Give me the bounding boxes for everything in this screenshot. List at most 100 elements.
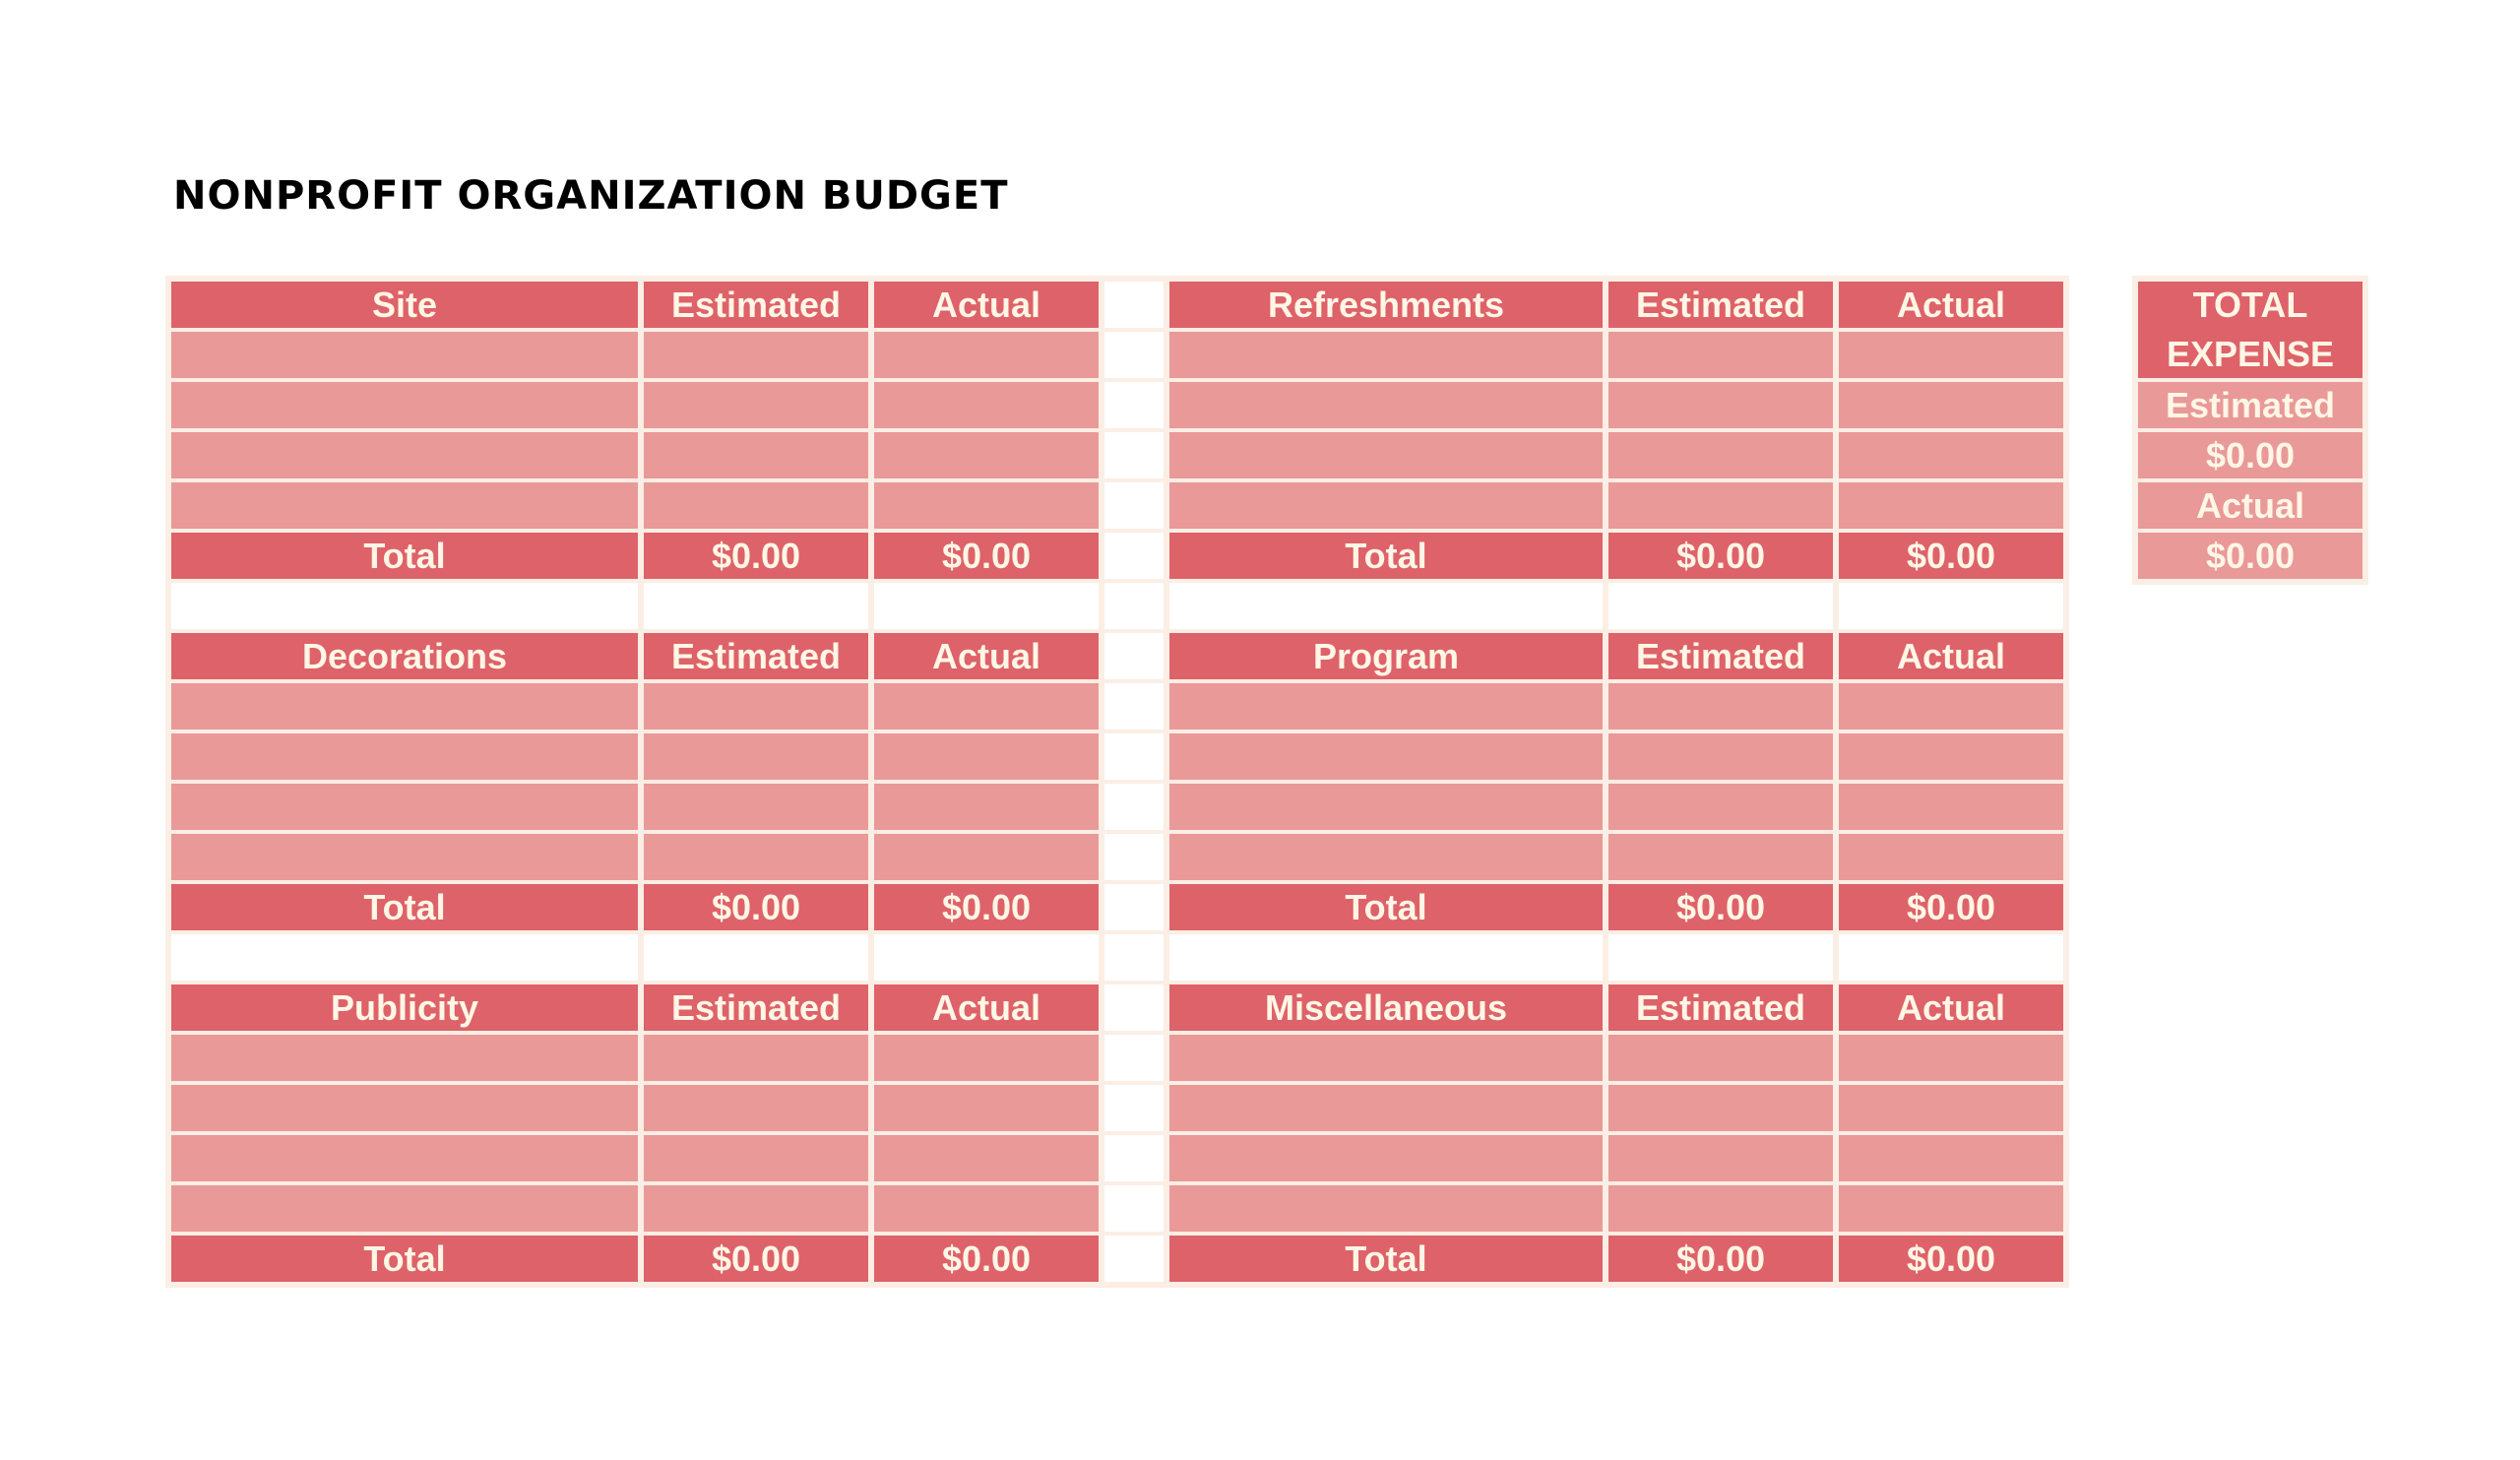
estimated-cell[interactable]	[1608, 432, 1833, 478]
item-cell[interactable]	[171, 1135, 638, 1181]
total-actual-value: $0.00	[874, 884, 1099, 930]
separator-cell	[1104, 382, 1164, 428]
item-cell[interactable]	[171, 733, 638, 780]
estimated-cell[interactable]	[644, 482, 868, 529]
item-cell[interactable]	[171, 432, 638, 478]
estimated-cell[interactable]	[1608, 834, 1833, 880]
actual-cell[interactable]	[874, 1185, 1099, 1232]
separator-cell	[1104, 282, 1164, 328]
estimated-cell[interactable]	[644, 432, 868, 478]
item-cell[interactable]	[1169, 432, 1603, 478]
actual-cell[interactable]	[874, 834, 1099, 880]
estimated-cell[interactable]	[1608, 332, 1833, 378]
actual-cell[interactable]	[1839, 432, 2063, 478]
actual-cell[interactable]	[874, 482, 1099, 529]
item-cell[interactable]	[1169, 382, 1603, 428]
total-actual-value: $0.00	[1839, 533, 2063, 579]
actual-cell[interactable]	[874, 733, 1099, 780]
estimated-cell[interactable]	[1608, 1135, 1833, 1181]
estimated-header: Estimated	[644, 633, 868, 679]
item-cell[interactable]	[1169, 1135, 1603, 1181]
item-cell[interactable]	[171, 482, 638, 529]
estimated-cell[interactable]	[644, 332, 868, 378]
actual-cell[interactable]	[1839, 733, 2063, 780]
category-header-refreshments: Refreshments	[1169, 282, 1603, 328]
item-cell[interactable]	[1169, 1035, 1603, 1081]
item-cell[interactable]	[1169, 482, 1603, 529]
separator-cell	[1104, 432, 1164, 478]
spacer-cell	[644, 583, 868, 629]
estimated-cell[interactable]	[1608, 683, 1833, 730]
estimated-cell[interactable]	[1608, 482, 1833, 529]
total-expense-title-line2: EXPENSE	[2166, 334, 2335, 374]
item-cell[interactable]	[1169, 834, 1603, 880]
item-cell[interactable]	[171, 382, 638, 428]
spacer-cell	[1104, 934, 1164, 981]
total-label: Total	[1169, 533, 1603, 579]
estimated-cell[interactable]	[644, 1085, 868, 1131]
item-cell[interactable]	[171, 683, 638, 730]
category-header-site: Site	[171, 282, 638, 328]
actual-cell[interactable]	[874, 683, 1099, 730]
estimated-cell[interactable]	[644, 1185, 868, 1232]
spacer-cell	[1104, 583, 1164, 629]
item-cell[interactable]	[1169, 784, 1603, 830]
item-cell[interactable]	[171, 332, 638, 378]
actual-cell[interactable]	[874, 432, 1099, 478]
item-cell[interactable]	[1169, 1185, 1603, 1232]
actual-cell[interactable]	[1839, 1135, 2063, 1181]
item-cell[interactable]	[1169, 683, 1603, 730]
actual-cell[interactable]	[874, 1085, 1099, 1131]
item-cell[interactable]	[1169, 733, 1603, 780]
actual-cell[interactable]	[1839, 482, 2063, 529]
estimated-cell[interactable]	[1608, 1035, 1833, 1081]
separator-cell	[1104, 482, 1164, 529]
estimated-cell[interactable]	[644, 382, 868, 428]
actual-cell[interactable]	[1839, 683, 2063, 730]
actual-cell[interactable]	[874, 382, 1099, 428]
estimated-cell[interactable]	[1608, 733, 1833, 780]
estimated-cell[interactable]	[644, 1135, 868, 1181]
spacer-cell	[644, 934, 868, 981]
actual-header: Actual	[1839, 633, 2063, 679]
actual-cell[interactable]	[1839, 1085, 2063, 1131]
separator-cell	[1104, 733, 1164, 780]
item-cell[interactable]	[171, 784, 638, 830]
total-actual-value: $0.00	[1839, 884, 2063, 930]
item-cell[interactable]	[171, 1035, 638, 1081]
estimated-cell[interactable]	[644, 683, 868, 730]
estimated-cell[interactable]	[644, 1035, 868, 1081]
item-cell[interactable]	[171, 834, 638, 880]
estimated-cell[interactable]	[644, 834, 868, 880]
actual-cell[interactable]	[874, 1135, 1099, 1181]
total-actual-value: $0.00	[874, 533, 1099, 579]
estimated-cell[interactable]	[1608, 382, 1833, 428]
estimated-cell[interactable]	[644, 784, 868, 830]
item-cell[interactable]	[1169, 1085, 1603, 1131]
actual-cell[interactable]	[1839, 332, 2063, 378]
estimated-header: Estimated	[1608, 984, 1833, 1031]
separator-cell	[1104, 784, 1164, 830]
actual-cell[interactable]	[1839, 834, 2063, 880]
spacer-cell	[1169, 583, 1603, 629]
item-cell[interactable]	[1169, 332, 1603, 378]
actual-cell[interactable]	[1839, 1185, 2063, 1232]
actual-cell[interactable]	[1839, 784, 2063, 830]
spacer-cell	[1839, 934, 2063, 981]
spacer-cell	[1169, 934, 1603, 981]
summary-actual-label: Actual	[2138, 482, 2362, 529]
actual-header: Actual	[874, 633, 1099, 679]
actual-cell[interactable]	[874, 1035, 1099, 1081]
total-label: Total	[171, 533, 638, 579]
item-cell[interactable]	[171, 1185, 638, 1232]
separator-cell	[1104, 834, 1164, 880]
item-cell[interactable]	[171, 1085, 638, 1131]
estimated-cell[interactable]	[644, 733, 868, 780]
actual-cell[interactable]	[874, 784, 1099, 830]
actual-cell[interactable]	[1839, 382, 2063, 428]
actual-cell[interactable]	[1839, 1035, 2063, 1081]
estimated-cell[interactable]	[1608, 1085, 1833, 1131]
actual-cell[interactable]	[874, 332, 1099, 378]
estimated-cell[interactable]	[1608, 1185, 1833, 1232]
estimated-cell[interactable]	[1608, 784, 1833, 830]
